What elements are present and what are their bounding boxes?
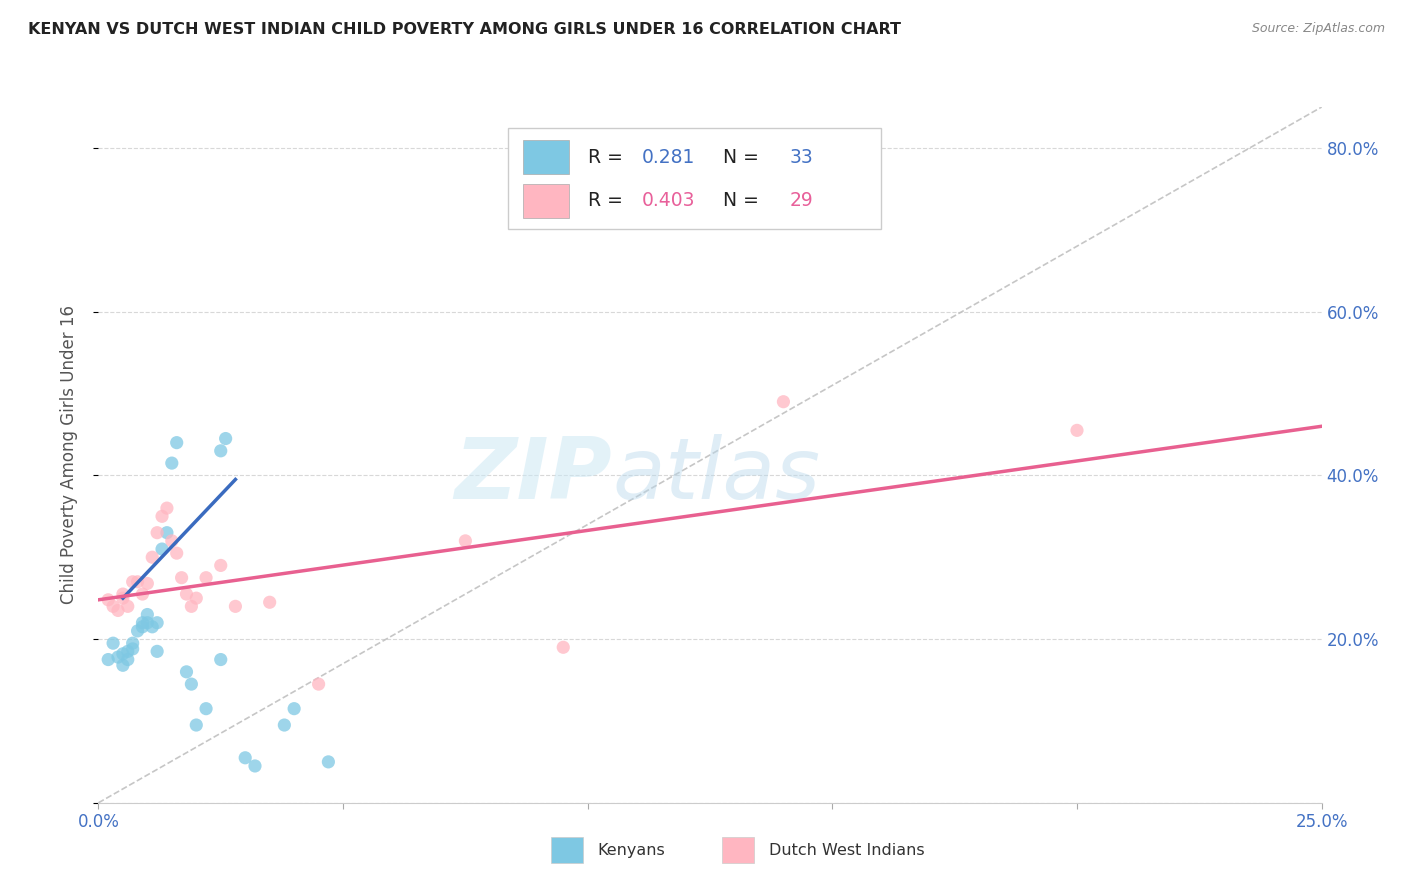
Point [186, 591, 208, 606]
Text: 0.403: 0.403 [641, 192, 695, 211]
Point [176, 587, 198, 601]
Point [117, 652, 139, 666]
Point [209, 652, 232, 666]
Point [111, 647, 134, 661]
Point [454, 533, 477, 548]
Point [170, 571, 193, 585]
Point [772, 394, 794, 409]
Point [101, 636, 124, 650]
Text: atlas: atlas [612, 434, 820, 517]
Point [160, 533, 183, 548]
Text: Dutch West Indians: Dutch West Indians [769, 843, 924, 857]
Point [127, 574, 149, 589]
Point [166, 435, 188, 450]
Point [146, 525, 169, 540]
Point [111, 591, 134, 606]
Point [273, 718, 295, 732]
Point [107, 603, 129, 617]
Text: 29: 29 [790, 192, 813, 211]
Text: 33: 33 [790, 148, 813, 167]
Text: Kenyans: Kenyans [598, 843, 665, 857]
Text: KENYAN VS DUTCH WEST INDIAN CHILD POVERTY AMONG GIRLS UNDER 16 CORRELATION CHART: KENYAN VS DUTCH WEST INDIAN CHILD POVERT… [28, 22, 901, 37]
Point [308, 677, 330, 691]
Point [176, 665, 198, 679]
Point [121, 636, 143, 650]
Point [156, 501, 179, 516]
Point [141, 620, 163, 634]
Point [214, 432, 236, 446]
Point [97, 652, 120, 666]
Point [243, 759, 266, 773]
Point [318, 755, 340, 769]
Point [233, 751, 256, 765]
Point [121, 574, 143, 589]
Point [180, 599, 202, 614]
Point [131, 615, 153, 630]
Point [156, 525, 179, 540]
Point [117, 644, 139, 658]
Point [97, 592, 120, 607]
Point [166, 546, 188, 560]
Text: ZIP: ZIP [454, 434, 612, 517]
Point [136, 576, 159, 591]
Text: N =: N = [706, 148, 765, 167]
Point [150, 542, 173, 557]
Text: R =: R = [588, 192, 634, 211]
Point [195, 571, 218, 585]
Point [141, 550, 163, 565]
Point [131, 620, 153, 634]
FancyBboxPatch shape [508, 128, 882, 229]
Point [131, 587, 153, 601]
Point [259, 595, 281, 609]
Point [209, 443, 232, 458]
Point [117, 599, 139, 614]
Point [150, 509, 173, 524]
Text: R =: R = [588, 148, 634, 167]
Text: 0.281: 0.281 [641, 148, 695, 167]
Point [1066, 423, 1088, 437]
Point [146, 615, 169, 630]
Point [160, 456, 183, 470]
Point [107, 650, 129, 665]
Point [186, 718, 208, 732]
Point [111, 587, 134, 601]
FancyBboxPatch shape [523, 140, 569, 174]
Point [146, 644, 169, 658]
Point [283, 701, 305, 715]
Point [195, 701, 218, 715]
Y-axis label: Child Poverty Among Girls Under 16: Child Poverty Among Girls Under 16 [59, 305, 77, 605]
Point [101, 599, 124, 614]
Point [224, 599, 246, 614]
Point [111, 658, 134, 673]
Point [209, 558, 232, 573]
Point [553, 640, 575, 655]
Text: Source: ZipAtlas.com: Source: ZipAtlas.com [1251, 22, 1385, 36]
Point [127, 624, 149, 638]
Point [121, 641, 143, 656]
FancyBboxPatch shape [551, 837, 583, 863]
FancyBboxPatch shape [723, 837, 754, 863]
Point [136, 615, 159, 630]
Point [180, 677, 202, 691]
FancyBboxPatch shape [523, 185, 569, 218]
Text: N =: N = [706, 192, 765, 211]
Point [136, 607, 159, 622]
